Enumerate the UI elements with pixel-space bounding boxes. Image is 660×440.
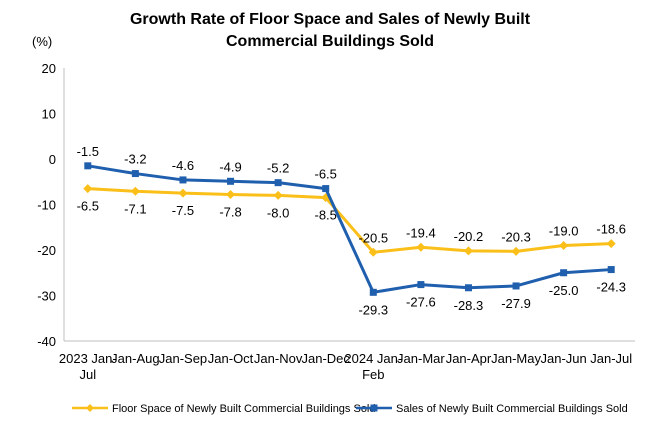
legend-item-1: Floor Space of Newly Built Commercial Bu… (72, 403, 376, 415)
data-point (130, 186, 140, 196)
legend-label: Sales of Newly Built Commercial Building… (396, 403, 628, 415)
legend-marker (86, 404, 94, 412)
y-tick-label: 0 (49, 152, 56, 167)
x-tick-label: Jan-Jun (541, 351, 587, 366)
y-tick-label: -10 (37, 198, 56, 213)
data-label: -8.0 (267, 205, 289, 220)
data-point (369, 288, 377, 296)
data-label: -1.5 (77, 144, 99, 159)
data-point (607, 266, 615, 274)
x-tick-label: Jan-Jul (590, 351, 632, 366)
data-point (560, 269, 568, 277)
data-point (273, 190, 283, 200)
x-tick-label: Jan-Nov (254, 351, 303, 366)
data-label: -4.6 (172, 158, 194, 173)
data-label: -5.2 (267, 161, 289, 176)
data-label: -7.1 (124, 201, 146, 216)
data-label: -25.0 (549, 283, 579, 298)
data-point (322, 185, 330, 193)
data-label: -24.3 (596, 280, 626, 295)
data-point (226, 189, 236, 199)
data-label: -6.5 (315, 167, 337, 182)
data-label: -20.3 (501, 229, 531, 244)
data-point (274, 179, 282, 187)
data-label: -19.0 (549, 223, 579, 238)
y-tick-label: -40 (37, 334, 56, 349)
data-point (463, 246, 473, 256)
y-tick-label: 10 (42, 107, 56, 122)
x-tick-label: Jan-May (491, 351, 541, 366)
data-point (131, 170, 139, 178)
y-tick-label: -30 (37, 289, 56, 304)
series-1: -6.5 -7.1 -7.5 -7.8 -8.0 -8.5 -20.5 -19.4 -20.2 -… (77, 184, 626, 257)
data-label: -7.8 (219, 204, 241, 219)
chart-title-line-2: Commercial Buildings Sold (226, 33, 434, 50)
x-tick-label: 2024 Jan- (344, 351, 402, 366)
data-label: -20.2 (454, 229, 484, 244)
data-point (416, 242, 426, 252)
x-tick-label: Jul (79, 367, 96, 382)
x-tick-label: Jan-Mar (397, 351, 445, 366)
data-label: -19.4 (406, 225, 436, 240)
legend-label: Floor Space of Newly Built Commercial Bu… (112, 403, 376, 415)
data-label: -20.5 (358, 230, 388, 245)
chart-title-line-1: Growth Rate of Floor Space and Sales of … (130, 11, 531, 28)
legend: Floor Space of Newly Built Commercial Bu… (72, 403, 628, 415)
series-line (87, 164, 612, 294)
data-label: -29.3 (358, 302, 388, 317)
x-tick-label: Jan-Aug (111, 351, 159, 366)
data-label: -27.9 (501, 296, 531, 311)
data-point (83, 184, 93, 194)
x-tick-label: 2023 Jan- (59, 351, 117, 366)
data-label: -27.6 (406, 295, 436, 310)
data-point (464, 284, 472, 292)
data-label: -28.3 (454, 298, 484, 313)
series-layer: -6.5 -7.1 -7.5 -7.8 -8.0 -8.5-20.5 -19.4 -20.2-… (77, 144, 626, 317)
data-point (227, 177, 235, 185)
y-unit-label: (%) (32, 34, 52, 49)
data-label: -3.2 (124, 152, 146, 167)
data-point (511, 246, 521, 256)
data-point (179, 176, 187, 184)
y-tick-label: -20 (37, 243, 56, 258)
x-tick-label: Feb (362, 367, 384, 382)
data-point (512, 282, 520, 290)
data-point (84, 162, 92, 170)
legend-marker (370, 404, 378, 412)
data-label: -18.6 (596, 222, 626, 237)
series-2: -1.5 -3.2 -4.6 -4.9 -5.2 -6.5 -29.3 -27.6 -28.3 -… (77, 144, 626, 317)
data-point (368, 247, 378, 257)
data-label: -6.5 (77, 199, 99, 214)
data-point (606, 239, 616, 249)
x-tick-label: Jan-Sep (159, 351, 207, 366)
series-line (87, 187, 612, 254)
legend-item-2: Sales of Newly Built Commercial Building… (356, 403, 628, 415)
data-label: -4.9 (219, 159, 241, 174)
y-tick-label: 20 (42, 61, 56, 76)
x-tick-label: Jan-Oct (208, 351, 254, 366)
data-point (559, 240, 569, 250)
data-point (178, 188, 188, 198)
data-label: -8.5 (315, 208, 337, 223)
x-tick-label: Jan-Apr (446, 351, 492, 366)
data-point (417, 281, 425, 289)
x-tick-label: Jan-Dec (301, 351, 350, 366)
data-label: -7.5 (172, 203, 194, 218)
